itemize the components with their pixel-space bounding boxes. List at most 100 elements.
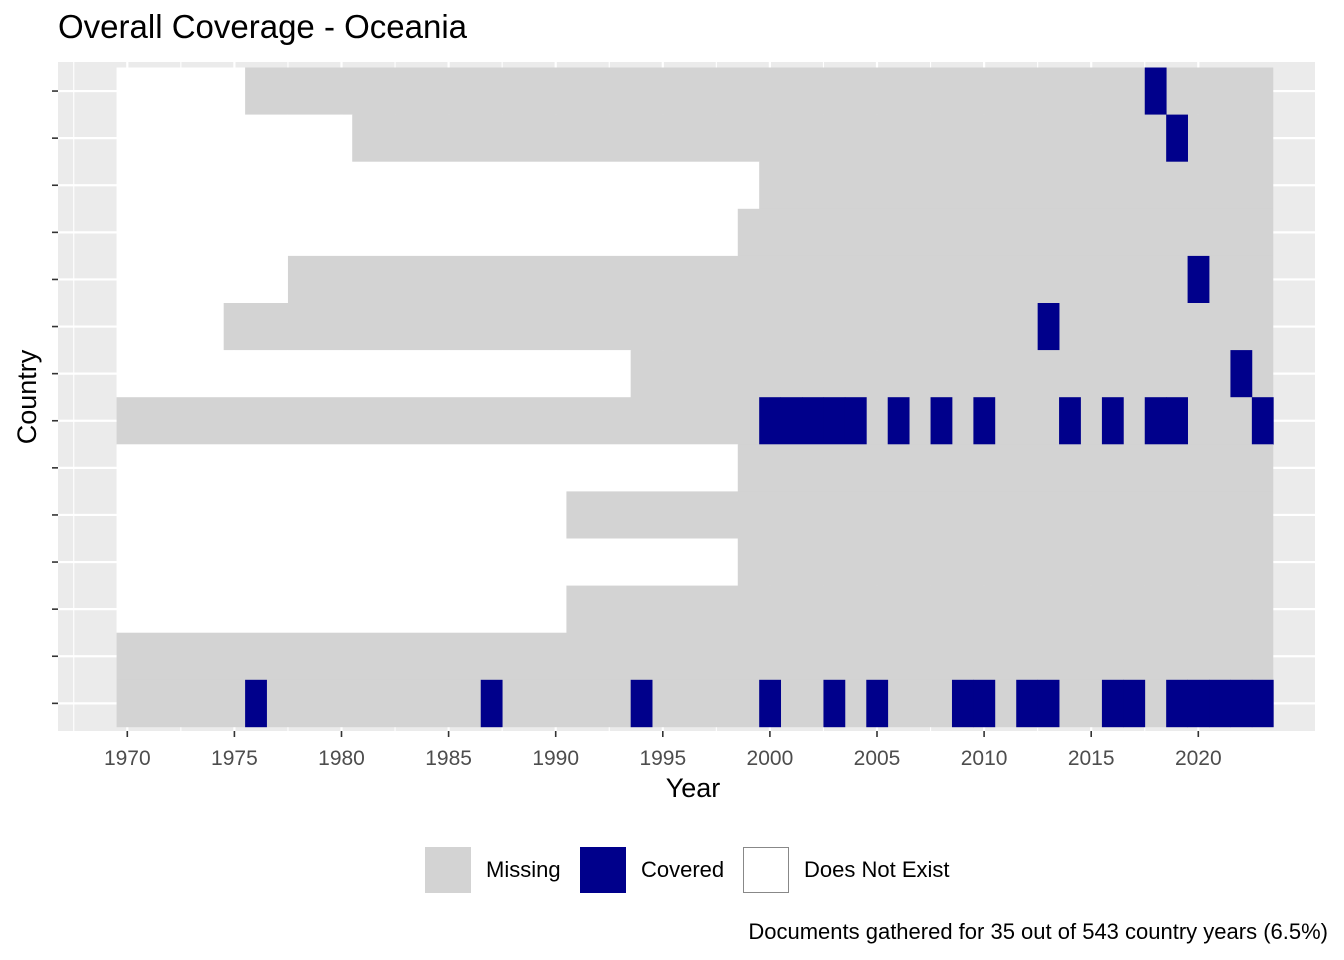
x-tick-label: 1980 [318, 747, 365, 770]
tile-covered [930, 397, 953, 445]
tile-covered [866, 679, 889, 728]
tile-covered [1251, 679, 1274, 728]
tile-covered [973, 397, 996, 445]
tile-covered [1209, 679, 1231, 728]
chart-caption: Documents gathered for 35 out of 543 cou… [748, 919, 1328, 944]
tile-covered [759, 397, 782, 445]
legend-label-missing: Missing [486, 857, 561, 882]
legend-key-missing [425, 847, 471, 893]
tile-missing [116, 397, 1274, 445]
tile-does-not-exist [116, 303, 225, 351]
heatmap-row [116, 67, 1274, 115]
legend-label-covered: Covered [641, 857, 725, 882]
tile-covered [1187, 679, 1210, 728]
tile-covered [1187, 255, 1210, 304]
heatmap-row [116, 632, 1274, 681]
tile-does-not-exist [116, 350, 632, 398]
legend-label-does-not-exist: Does Not Exist [804, 857, 950, 882]
chart-title: Overall Coverage - Oceania [58, 8, 468, 45]
legend-key-does-not-exist [743, 847, 789, 893]
tile-does-not-exist [116, 444, 739, 492]
tile-covered [1144, 67, 1167, 115]
x-tick-label: 2015 [1068, 747, 1115, 770]
heatmap-row [116, 114, 1274, 162]
tile-covered [823, 397, 846, 445]
tile-does-not-exist [116, 114, 353, 162]
tile-does-not-exist [116, 255, 289, 304]
tile-covered [759, 679, 782, 728]
tile-does-not-exist [116, 208, 739, 257]
tile-covered [1123, 679, 1146, 728]
tile-covered [887, 397, 910, 445]
heatmap-tiles [116, 67, 1274, 728]
tile-covered [780, 397, 803, 445]
legend-item-covered: Covered [580, 846, 724, 894]
tile-covered [973, 679, 996, 728]
heatmap-row [116, 679, 1274, 728]
x-tick-label: 2010 [961, 747, 1008, 770]
tile-does-not-exist [116, 585, 567, 633]
tile-missing [245, 67, 1274, 115]
x-tick-label: 1975 [211, 747, 258, 770]
legend-item-does-not-exist: Does Not Exist [743, 846, 950, 894]
tile-missing [116, 679, 1274, 728]
x-axis-title: Year [666, 773, 721, 803]
x-tick-label: 1985 [425, 747, 472, 770]
tile-covered [1101, 397, 1124, 445]
tile-covered [1101, 679, 1124, 728]
tile-covered [802, 397, 824, 445]
tile-does-not-exist [116, 538, 739, 586]
heatmap-row [116, 161, 1274, 210]
tile-covered [1166, 114, 1188, 162]
coverage-heatmap: 1970 1975 1980 1985 1990 1995 2000 2005 2010 2015… [12, 62, 1315, 803]
tile-missing [737, 208, 1274, 257]
tile-missing [223, 303, 1274, 351]
tile-covered [1059, 397, 1081, 445]
tile-covered [630, 679, 653, 728]
heatmap-row [116, 491, 1274, 539]
heatmap-row [116, 538, 1274, 586]
tile-covered [1037, 679, 1060, 728]
tile-missing [566, 491, 1274, 539]
heatmap-row [116, 585, 1274, 633]
x-tick-label: 2005 [854, 747, 901, 770]
x-tick-label: 2000 [747, 747, 794, 770]
tile-covered [1251, 397, 1274, 445]
heatmap-row [116, 303, 1274, 351]
heatmap-row [116, 444, 1274, 492]
tile-missing [566, 585, 1274, 633]
legend-key-covered [580, 847, 626, 893]
x-tick-label: 1970 [104, 747, 151, 770]
legend-item-missing: Missing [425, 846, 561, 894]
heatmap-row [116, 350, 1274, 398]
tile-missing [630, 350, 1274, 398]
tile-missing [737, 444, 1274, 492]
tile-covered [1166, 397, 1188, 445]
tile-covered [1166, 679, 1188, 728]
x-tick-label: 2020 [1175, 747, 1222, 770]
x-axis-ticks: 1970 1975 1980 1985 1990 1995 2000 2005 2010 2015… [52, 90, 1222, 770]
legend: Missing Covered Does Not Exist [0, 846, 1344, 894]
x-tick-label: 1990 [532, 747, 579, 770]
tile-covered [1037, 303, 1060, 351]
tile-missing [287, 255, 1274, 304]
tile-does-not-exist [116, 67, 246, 115]
tile-missing [737, 538, 1274, 586]
tile-does-not-exist [116, 491, 567, 539]
y-axis-title: Country [12, 349, 42, 444]
tile-covered [245, 679, 267, 728]
tile-does-not-exist [116, 161, 760, 210]
tile-covered [1230, 679, 1253, 728]
tile-covered [844, 397, 867, 445]
tile-missing [759, 161, 1274, 210]
tile-missing [116, 632, 1274, 681]
tile-covered [1230, 350, 1253, 398]
heatmap-row [116, 255, 1274, 304]
tile-covered [1144, 397, 1167, 445]
heatmap-row [116, 397, 1274, 445]
tile-covered [1016, 679, 1039, 728]
tile-missing [352, 114, 1274, 162]
tile-covered [951, 679, 974, 728]
x-tick-label: 1995 [639, 747, 686, 770]
tile-covered [823, 679, 846, 728]
